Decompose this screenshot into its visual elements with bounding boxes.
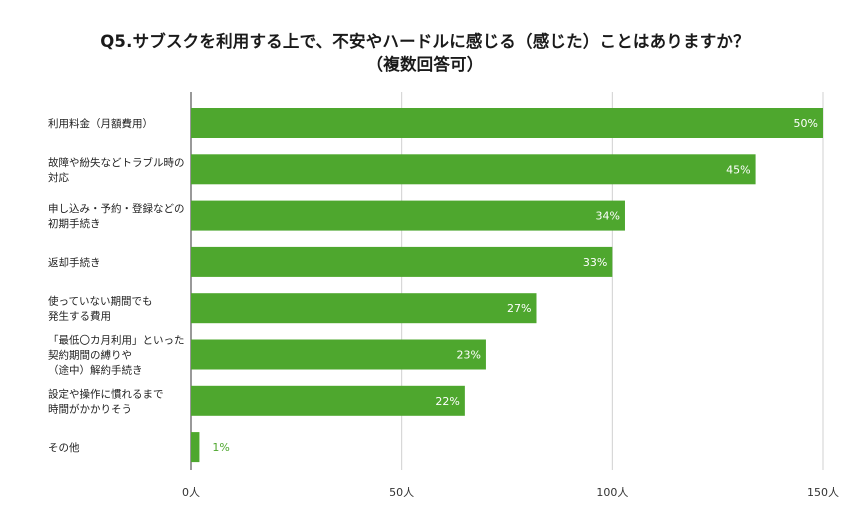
- bar: [191, 108, 823, 138]
- chart-title: Q5.サブスクを利用する上で、不安やハードルに感じる（感じた）ことはありますか？: [100, 32, 750, 51]
- x-tick-label: 0人: [182, 486, 200, 499]
- category-label: 返却手続き: [48, 256, 101, 269]
- bar: [191, 432, 200, 463]
- bar: [191, 200, 625, 231]
- data-label: 33%: [583, 256, 607, 269]
- category-label: 申し込み・予約・登録などの: [48, 202, 185, 215]
- data-label: 1%: [212, 441, 229, 454]
- category-label: 発生する費用: [48, 310, 111, 323]
- category-label: 対応: [48, 171, 69, 184]
- category-label: 使っていない期間でも: [48, 295, 152, 308]
- x-tick-label: 150人: [807, 486, 839, 499]
- bar: [191, 385, 465, 416]
- data-label: 50%: [794, 117, 818, 130]
- bar: [191, 293, 537, 324]
- data-label: 45%: [726, 163, 750, 176]
- category-label: 「最低〇カ月利用」といった: [48, 334, 185, 347]
- category-label: 故障や紛失などトラブル時の: [48, 156, 185, 169]
- category-label: 利用料金（月額費用）: [48, 117, 153, 130]
- category-label: 契約期間の縛りや: [48, 349, 132, 362]
- chart-subtitle: （複数回答可）: [366, 55, 484, 74]
- data-label: 27%: [507, 302, 531, 315]
- category-label: 初期手続き: [48, 217, 101, 230]
- x-tick-label: 100人: [596, 486, 628, 499]
- category-label: その他: [48, 441, 80, 454]
- data-label: 23%: [456, 349, 480, 362]
- bar: [191, 339, 486, 370]
- x-tick-label: 50人: [389, 486, 414, 499]
- data-label: 34%: [596, 210, 620, 223]
- category-label: 設定や操作に慣れるまで: [48, 387, 164, 400]
- category-label: 時間がかかりそう: [48, 402, 132, 415]
- category-label: （途中）解約手続き: [48, 364, 143, 377]
- bar: [191, 154, 756, 185]
- data-label: 22%: [435, 395, 459, 408]
- bar: [191, 246, 613, 277]
